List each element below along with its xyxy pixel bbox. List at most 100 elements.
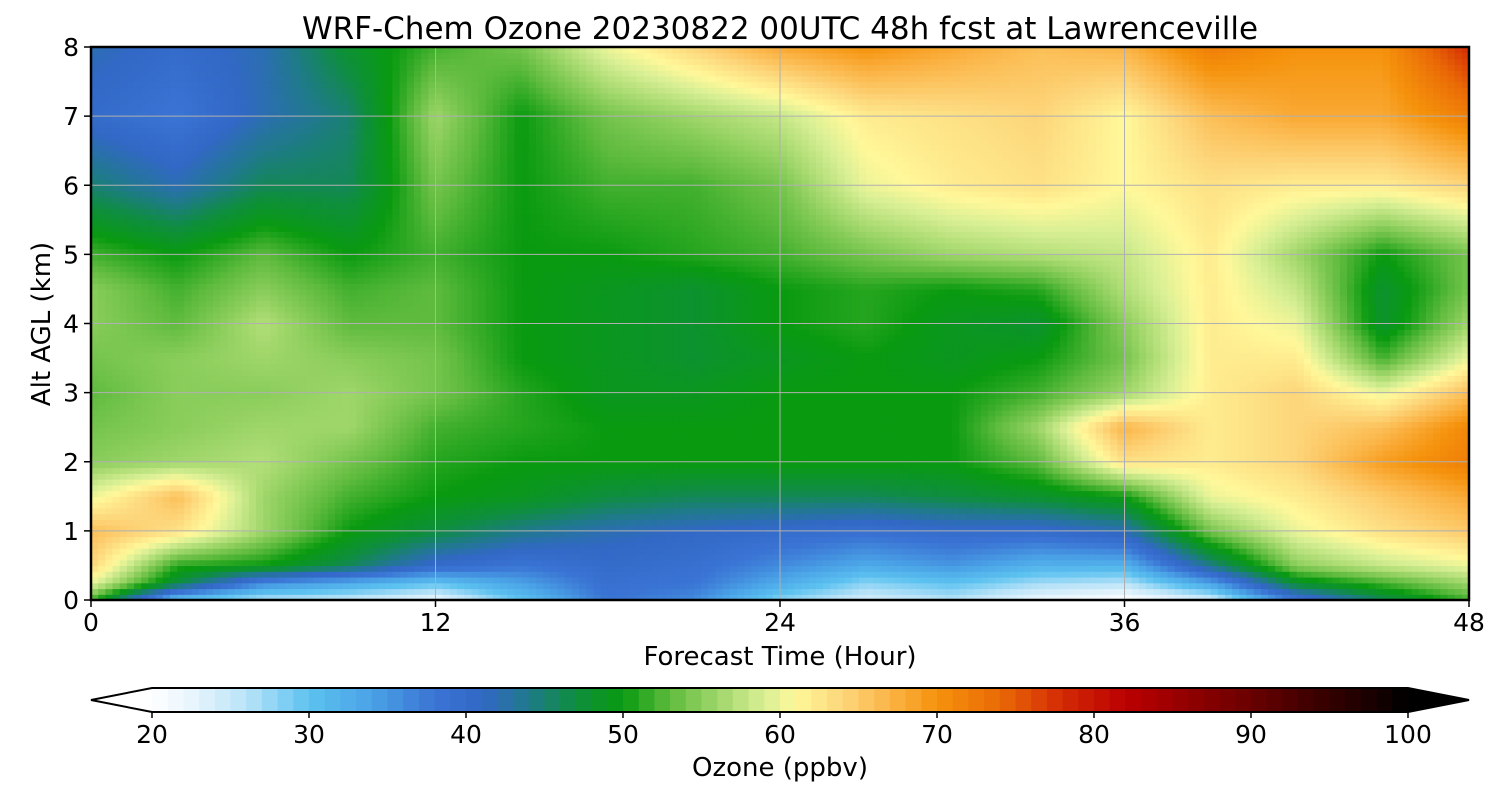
- heatmap-cell: [1088, 455, 1097, 463]
- heatmap-cell: [851, 467, 860, 474]
- heatmap-cell: [1181, 490, 1190, 497]
- heatmap-cell: [378, 576, 386, 584]
- heatmap-cell: [119, 484, 128, 492]
- heatmap-cell: [342, 455, 350, 463]
- heatmap-cell: [787, 467, 795, 474]
- heatmap-cell: [270, 576, 279, 584]
- heatmap-cell: [686, 525, 695, 532]
- heatmap-cell: [335, 496, 343, 503]
- heatmap-cell: [306, 507, 315, 515]
- heatmap-cell: [177, 461, 185, 469]
- heatmap-cell: [363, 594, 372, 601]
- heatmap-cell: [363, 496, 372, 503]
- heatmap-cell: [370, 530, 379, 538]
- heatmap-cell: [1067, 525, 1075, 532]
- heatmap-cell: [514, 536, 523, 543]
- heatmap-cell: [148, 594, 157, 601]
- heatmap-cell: [306, 588, 315, 595]
- heatmap-cell: [213, 507, 221, 515]
- heatmap-cell: [679, 455, 688, 463]
- heatmap-cell: [1375, 525, 1384, 532]
- heatmap-cell: [492, 571, 501, 578]
- heatmap-cell: [1346, 594, 1355, 601]
- heatmap-cell: [923, 588, 932, 595]
- heatmap-cell: [636, 496, 645, 503]
- heatmap-cell: [284, 576, 293, 584]
- heatmap-cell: [909, 571, 917, 578]
- heatmap-cell: [1217, 559, 1226, 567]
- heatmap-cell: [270, 513, 279, 520]
- heatmap-cell: [370, 484, 379, 492]
- heatmap-cell: [1167, 588, 1176, 595]
- heatmap-cell: [866, 594, 874, 601]
- heatmap-cell: [952, 484, 961, 492]
- heatmap-cell: [1067, 582, 1075, 590]
- heatmap-cell: [162, 536, 171, 543]
- heatmap-cell: [191, 571, 200, 578]
- heatmap-cell: [105, 479, 114, 486]
- heatmap-cell: [851, 536, 860, 543]
- heatmap-cell: [528, 507, 537, 515]
- heatmap-cell: [1002, 479, 1011, 486]
- heatmap-cell: [1224, 548, 1233, 555]
- heatmap-cell: [1289, 473, 1298, 480]
- heatmap-cell: [557, 559, 566, 567]
- heatmap-cell: [399, 530, 408, 538]
- heatmap-cell: [880, 588, 889, 595]
- heatmap-cell: [1282, 484, 1291, 492]
- heatmap-cell: [1325, 450, 1334, 457]
- heatmap-cell: [744, 496, 752, 503]
- heatmap-cell: [693, 582, 702, 590]
- heatmap-cell: [112, 450, 121, 457]
- heatmap-cell: [198, 484, 207, 492]
- heatmap-cell: [1052, 496, 1061, 503]
- heatmap-cell: [1361, 559, 1370, 567]
- heatmap-cell: [327, 513, 336, 520]
- heatmap-cell: [428, 542, 437, 549]
- heatmap-cell: [1224, 559, 1233, 567]
- heatmap-cell: [1275, 548, 1283, 555]
- heatmap-cell: [866, 450, 874, 457]
- heatmap-cell: [227, 548, 236, 555]
- heatmap-cell: [851, 553, 860, 561]
- heatmap-cell: [248, 484, 257, 492]
- heatmap-cell: [715, 582, 724, 590]
- heatmap-cell: [1167, 455, 1176, 463]
- heatmap-cell: [421, 461, 429, 469]
- heatmap-cell: [378, 473, 386, 480]
- heatmap-cell: [485, 530, 494, 538]
- heatmap-cell: [421, 479, 429, 486]
- heatmap-cell: [1332, 507, 1341, 515]
- heatmap-cell: [787, 559, 795, 567]
- heatmap-cell: [263, 513, 272, 520]
- heatmap-cell: [722, 525, 731, 532]
- heatmap-cell: [1303, 467, 1312, 474]
- heatmap-cell: [801, 513, 810, 520]
- heatmap-cell: [622, 559, 630, 567]
- heatmap-cell: [1253, 576, 1262, 584]
- heatmap-cell: [902, 490, 910, 497]
- heatmap-cell: [191, 473, 200, 480]
- heatmap-cell: [966, 559, 975, 567]
- heatmap-cell: [162, 525, 171, 532]
- heatmap-cell: [1447, 536, 1456, 543]
- heatmap-cell: [177, 455, 185, 463]
- heatmap-cell: [528, 484, 537, 492]
- heatmap-cell: [1059, 582, 1068, 590]
- heatmap-cell: [837, 548, 846, 555]
- heatmap-cell: [1196, 507, 1205, 515]
- heatmap-cell: [1174, 530, 1183, 538]
- heatmap-cell: [1454, 536, 1463, 543]
- heatmap-cell: [980, 519, 989, 526]
- heatmap-cell: [442, 536, 451, 543]
- heatmap-cell: [1339, 455, 1348, 463]
- heatmap-cell: [1146, 536, 1154, 543]
- heatmap-cell: [1268, 467, 1276, 474]
- heatmap-cell: [622, 502, 630, 509]
- heatmap-cell: [284, 507, 293, 515]
- heatmap-cell: [930, 594, 939, 601]
- heatmap-cell: [945, 530, 953, 538]
- heatmap-cell: [858, 502, 867, 509]
- heatmap-cell: [571, 461, 580, 469]
- heatmap-cell: [945, 565, 953, 572]
